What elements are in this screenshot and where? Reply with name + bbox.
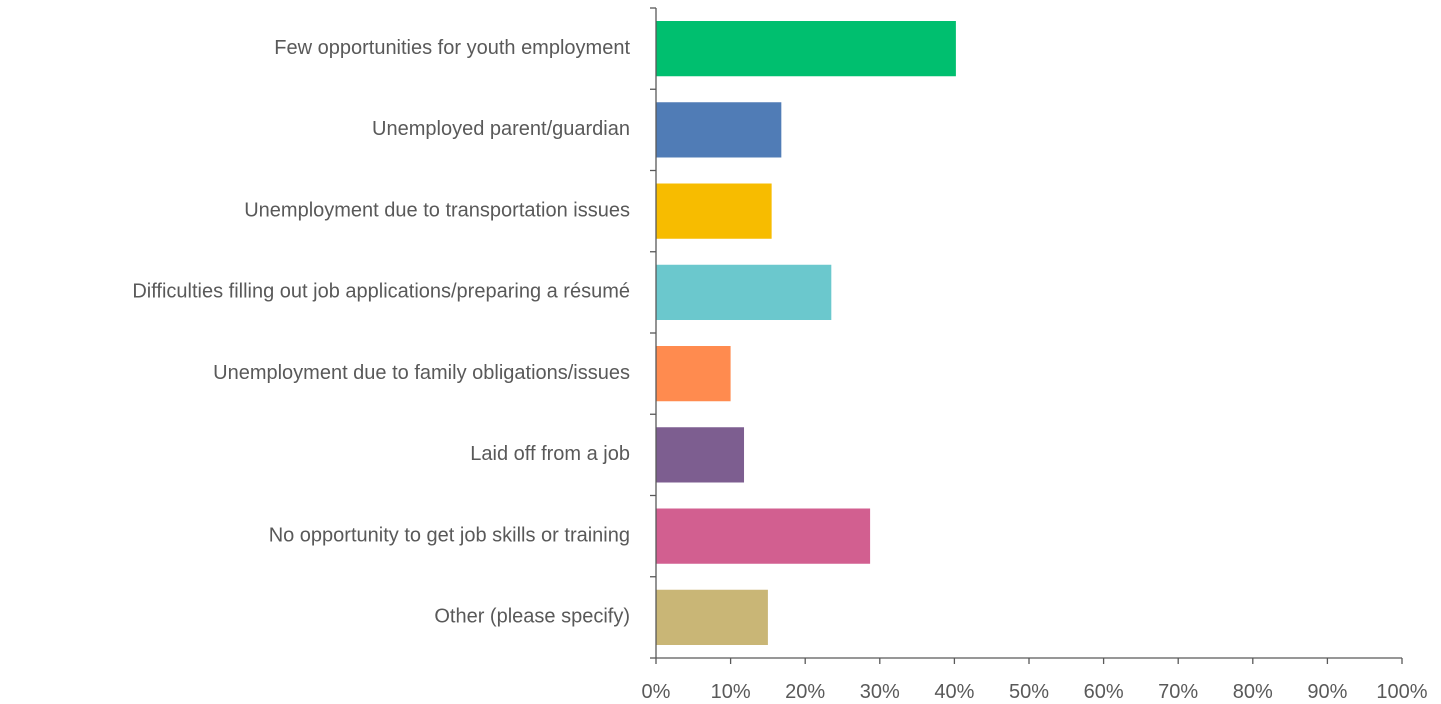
category-label: Unemployment due to family obligations/i… [213, 362, 630, 384]
bar-6 [656, 427, 745, 483]
category-label: Other (please specify) [434, 606, 630, 628]
bar-2 [656, 102, 782, 158]
category-label: Difficulties filling out job application… [132, 281, 630, 303]
x-tick-label: 10% [711, 681, 751, 703]
category-labels: Few opportunities for youth employment Un… [132, 37, 630, 628]
axes: 0% 10% 20% 30% 40% 50% 60% 70% 80% 90% 100% [642, 7, 1428, 703]
x-tick-label: 20% [785, 681, 825, 703]
x-tick-label: 70% [1158, 681, 1198, 703]
category-label: No opportunity to get job skills or trai… [269, 524, 630, 546]
x-tick-label: 30% [860, 681, 900, 703]
x-tick-label: 50% [1009, 681, 1049, 703]
x-tick-label: 90% [1307, 681, 1347, 703]
bars-layer [656, 21, 956, 645]
bar-7 [656, 508, 871, 564]
category-label: Laid off from a job [470, 443, 630, 465]
bar-3 [656, 183, 772, 239]
category-label: Unemployed parent/guardian [372, 118, 630, 140]
bar-1 [656, 21, 956, 77]
x-tick-label: 80% [1233, 681, 1273, 703]
x-tick-label: 100% [1376, 681, 1427, 703]
x-tick-label: 40% [934, 681, 974, 703]
x-tick-label: 60% [1084, 681, 1124, 703]
bar-5 [656, 346, 731, 402]
category-label: Unemployment due to transportation issue… [244, 199, 630, 221]
bar-8 [656, 589, 768, 645]
x-tick-label: 0% [642, 681, 671, 703]
category-label: Few opportunities for youth employment [274, 37, 630, 59]
bar-4 [656, 264, 832, 320]
